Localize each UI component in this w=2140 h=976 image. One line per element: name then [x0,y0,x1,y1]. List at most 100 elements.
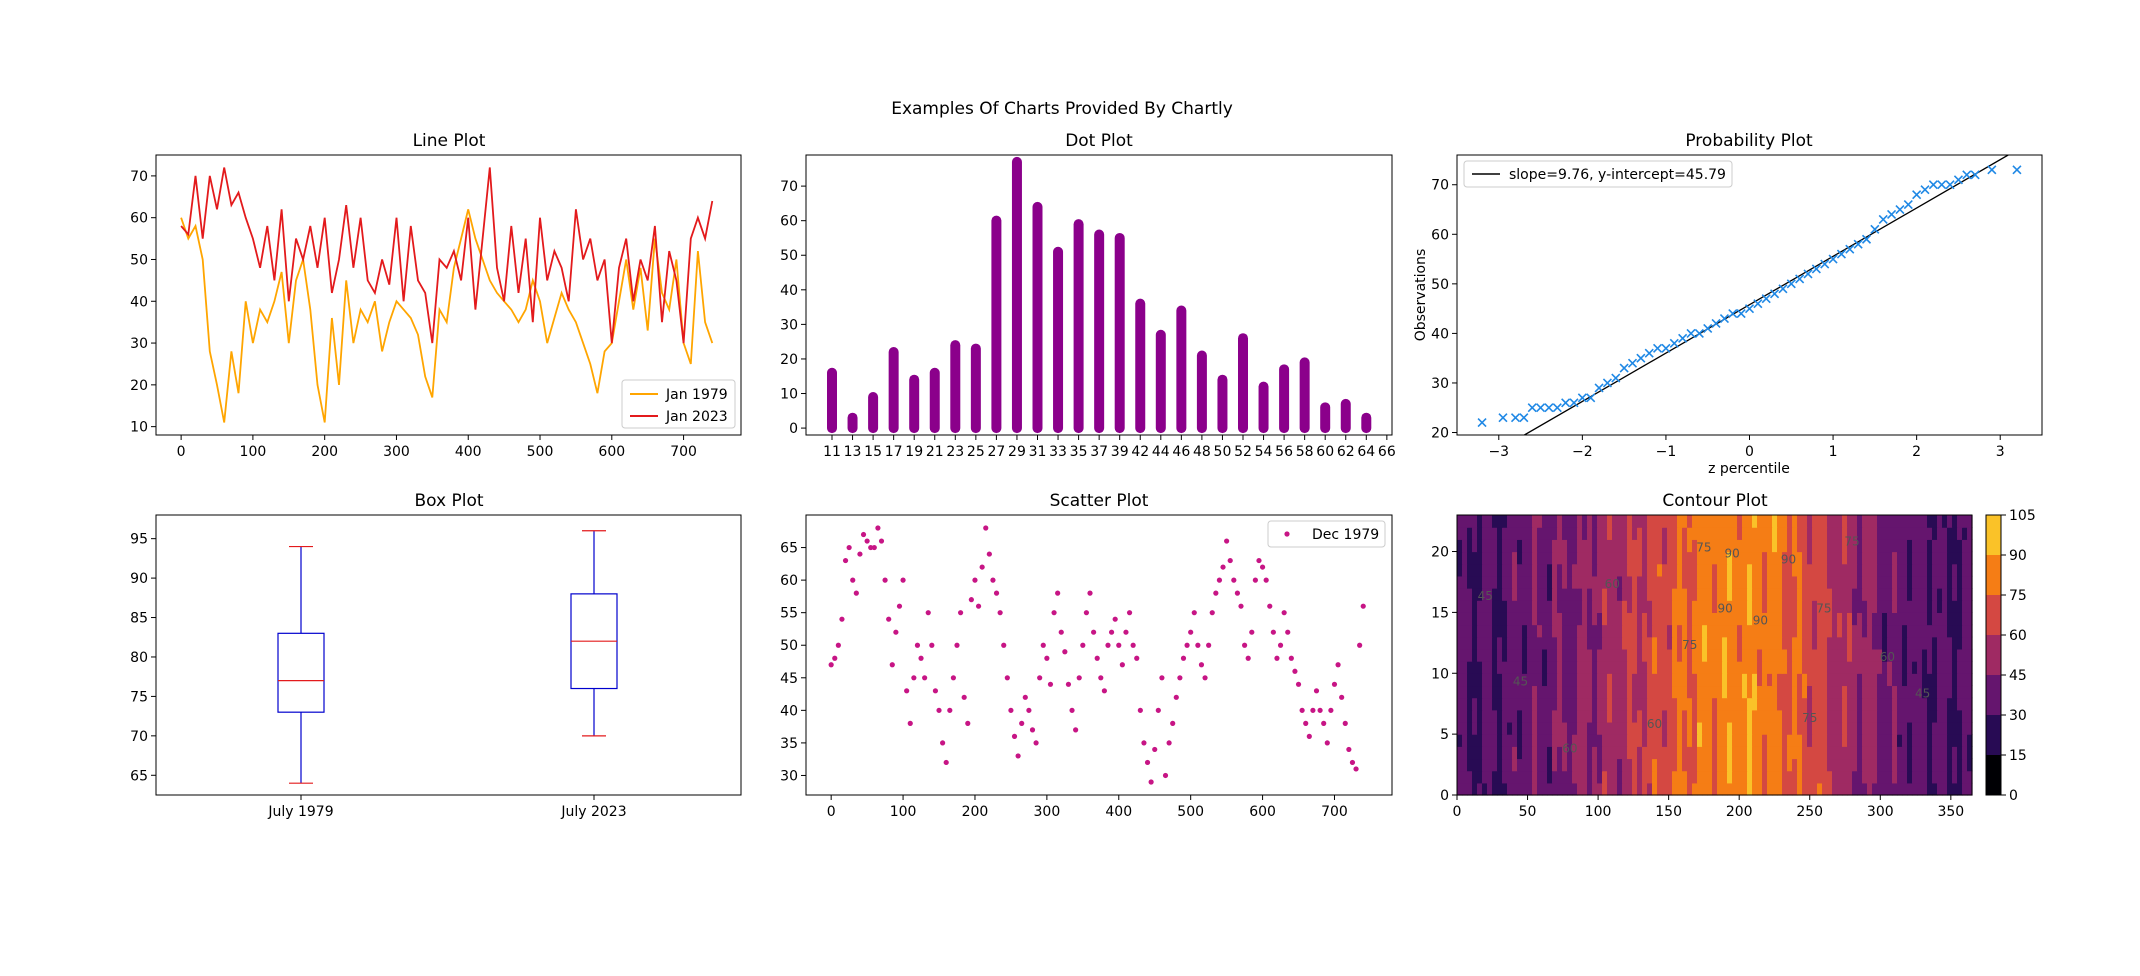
contour-cell [1802,636,1808,650]
contour-cell [1572,624,1578,638]
contour-cell [1932,648,1938,662]
contour-cell [1927,563,1933,577]
contour-cell [1547,770,1553,784]
contour-cell [1507,746,1513,760]
contour-cell [1737,612,1743,626]
probability-plot-legend-label: slope=9.76, y-intercept=45.79 [1509,167,1726,183]
contour-cell [1942,673,1948,687]
contour-cell [1482,758,1488,772]
contour-cell [1712,673,1718,687]
contour-cell [1562,575,1568,589]
contour-cell [1952,709,1958,723]
contour-cell [1787,515,1793,528]
contour-cell [1782,539,1788,553]
contour-cell [1857,539,1863,553]
contour-cell [1667,588,1673,601]
contour-cell [1702,734,1708,747]
contour-cell [1577,551,1583,565]
probability-point [1970,170,1980,180]
contour-cell [1942,758,1948,772]
scatter-point [842,557,849,564]
contour-cell [1862,648,1868,662]
contour-cell [1747,624,1753,638]
contour-cell [1957,539,1963,553]
contour-cell [1727,551,1733,565]
contour-cell [1477,697,1483,711]
contour-cell [1472,697,1478,711]
contour-cell [1962,588,1968,601]
scatter-point [1008,707,1014,713]
probability-point [1770,289,1780,299]
contour-cell [1792,648,1798,662]
contour-cell [1602,539,1608,553]
contour-cell [1737,575,1743,589]
contour-cell [1942,527,1948,540]
contour-cell [1967,648,1973,662]
scatter-point [828,662,834,668]
contour-cell [1712,782,1718,796]
contour-cell [1702,758,1708,772]
contour-cell [1802,721,1808,735]
scatter-point [997,610,1003,616]
contour-cell [1592,782,1598,796]
contour-cell [1662,709,1668,723]
contour-cell [1772,515,1778,528]
contour-cell [1507,709,1513,723]
contour-cell [1852,758,1858,772]
contour-cell [1572,551,1578,565]
contour-cell [1957,721,1963,735]
contour-cell [1512,685,1518,699]
contour-cell [1712,758,1718,772]
contour-cell [1742,721,1748,735]
contour-cell [1692,673,1698,687]
contour-cell [1927,551,1933,565]
scatter-point [1299,707,1305,713]
contour-cell [1512,563,1518,577]
scatter-plot-title: Scatter Plot [1050,491,1149,511]
contour-cell [1492,600,1498,613]
contour-cell [1722,624,1728,638]
contour-cell [1612,600,1618,613]
contour-cell [1892,612,1898,626]
contour-cell [1732,721,1738,735]
contour-cell [1857,709,1863,723]
contour-cell [1757,782,1763,796]
probability-point-stroke [1945,180,1955,190]
contour-cell [1882,770,1888,784]
contour-cell [1837,551,1843,565]
contour-cell [1777,734,1783,747]
contour-cell [1582,648,1588,662]
contour-cell [1557,612,1563,626]
contour-cell [1667,563,1673,577]
contour-cell [1932,697,1938,711]
contour-cell [1677,661,1683,674]
contour-cell [1742,551,1748,565]
contour-cell [1867,515,1873,528]
contour-cell [1817,685,1823,699]
contour-cell [1577,697,1583,711]
contour-cell [1902,600,1908,613]
contour-cell [1852,782,1858,796]
contour-cell [1712,648,1718,662]
contour-cell [1967,600,1973,613]
contour-cell [1927,527,1933,540]
contour-cell [1522,636,1528,650]
scatter-point [1220,564,1226,570]
contour-cell [1867,782,1873,796]
contour-cell [1907,539,1913,553]
contour-cell [1952,636,1958,650]
contour-cell [1872,758,1878,772]
contour-cell [1772,563,1778,577]
contour-cell [1867,721,1873,735]
probability-point-stroke [1828,254,1838,264]
contour-cell [1627,527,1633,540]
probability-point-stroke [1703,323,1713,334]
contour-cell [1872,515,1878,528]
contour-cell [1852,575,1858,589]
contour-cell [1842,685,1848,699]
contour-cell [1812,588,1818,601]
contour-cell [1587,758,1593,772]
contour-cell [1612,721,1618,735]
contour-cell [1612,527,1618,540]
contour-cell [1717,600,1723,613]
